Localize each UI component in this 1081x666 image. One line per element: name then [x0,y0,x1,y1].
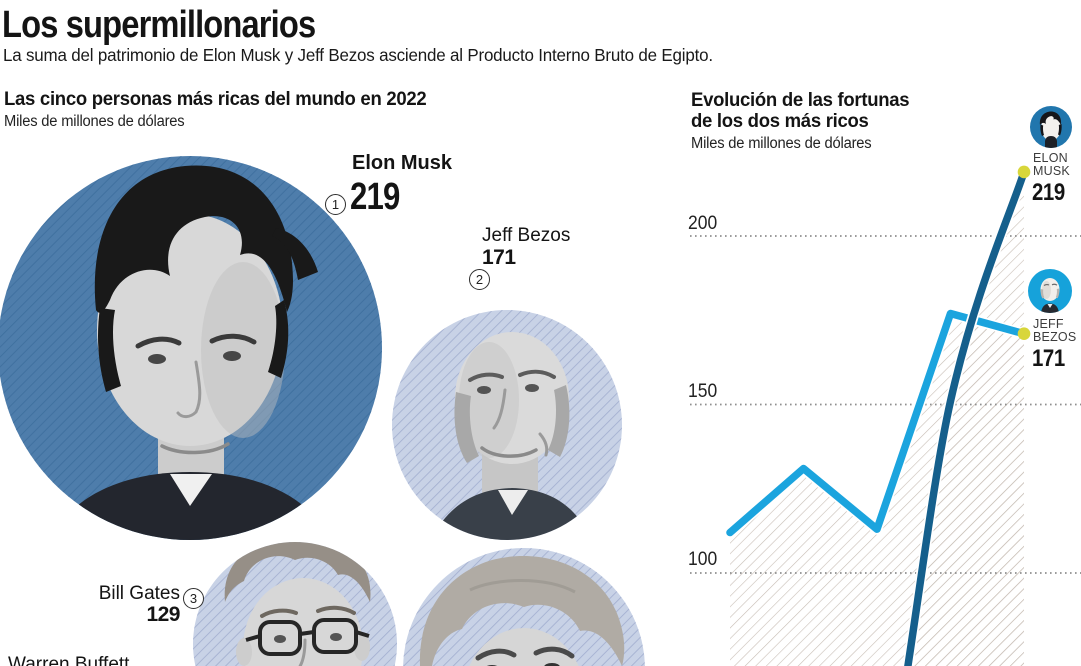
fourth-person-bubble [403,548,645,666]
bezos-rank-badge: 2 [469,269,490,290]
bill-gates-portrait [224,542,371,666]
bezos-name-label: Jeff Bezos [482,225,571,246]
jeff-bezos-avatar-icon [1028,269,1072,313]
fourth-person-portrait [419,555,625,666]
elon-musk-bubble [0,156,382,540]
hatched-area [730,171,1024,666]
bill-gates-bubble [193,542,397,666]
jeff-bezos-portrait [426,332,596,540]
bezos-end-value: 171 [1032,345,1065,372]
buffett-name-label: Warren Buffett [8,654,130,666]
gates-rank-badge: 3 [183,588,204,609]
bezos-value-label: 171 [482,246,516,269]
endpoint-dots [1017,165,1031,341]
right-section-unit: Miles de millones de dólares [691,135,872,152]
musk-end-label: ELON MUSK [1033,151,1070,178]
left-section-unit: Miles de millones de dólares [4,113,185,130]
gates-value-label: 129 [146,603,180,626]
ytick-150: 150 [688,381,718,402]
musk-name-label: Elon Musk [352,152,453,174]
series-lines [724,166,1030,666]
page-title-text: Los supermillonarios [2,4,316,46]
page-title: Los supermillonarios [2,4,366,47]
ytick-200: 200 [688,213,718,234]
elon-musk-portrait [48,165,335,540]
musk-value-label: 219 [350,176,400,218]
gates-name-label: Bill Gates [98,583,180,604]
page-subtitle: La suma del patrimonio de Elon Musk y Je… [3,45,713,65]
ytick-100: 100 [688,549,718,570]
jeff-bezos-bubble [392,310,622,540]
right-section-title: Evolución de las fortunas de los dos más… [691,89,910,132]
elon-musk-avatar-icon [1030,106,1072,148]
musk-end-value: 219 [1032,179,1065,206]
gridlines [690,235,1081,574]
musk-rank-badge: 1 [325,194,346,215]
left-section-title: Las cinco personas más ricas del mundo e… [4,88,427,110]
bezos-end-label: JEFF BEZOS [1033,317,1077,344]
